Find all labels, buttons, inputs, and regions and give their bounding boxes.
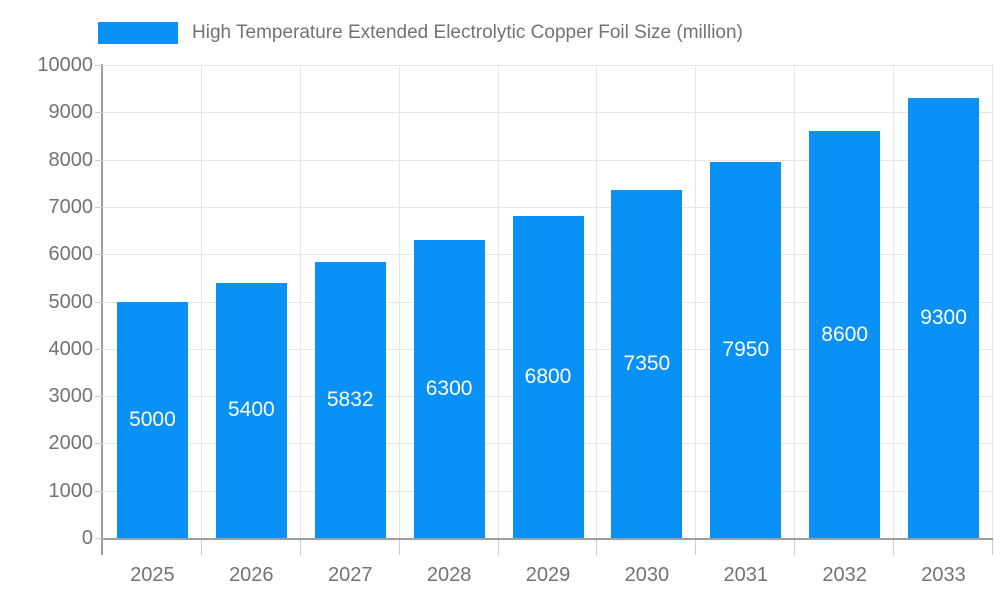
v-gridline xyxy=(497,65,499,538)
legend-swatch-icon xyxy=(98,22,178,44)
bar: 6300 xyxy=(413,240,485,538)
plot-area: 5000 5400 5832 6300 6800 7350 7950 8600 9300 xyxy=(103,65,993,538)
h-gridline xyxy=(103,206,993,208)
bar: 7350 xyxy=(611,190,683,538)
bar: 8600 xyxy=(809,131,881,538)
y-tick-label: 9000 xyxy=(48,101,94,124)
x-tick-label: 2031 xyxy=(723,564,769,586)
x-tick-label: 2025 xyxy=(130,564,175,586)
y-tick-mark xyxy=(95,490,103,492)
y-tick-label: 0 xyxy=(81,527,93,549)
y-tick-mark xyxy=(95,348,103,350)
y-tick-mark xyxy=(95,396,103,398)
bar: 5832 xyxy=(314,262,386,538)
bar-value-label: 5832 xyxy=(326,388,374,412)
x-tick-mark xyxy=(893,540,895,555)
v-gridline xyxy=(695,65,697,538)
legend-item[interactable]: High Temperature Extended Electrolytic C… xyxy=(98,22,743,44)
bar-value-label: 5000 xyxy=(129,407,176,431)
x-tick-label: 2027 xyxy=(327,564,373,586)
v-gridline xyxy=(299,65,301,538)
h-gridline xyxy=(103,112,993,114)
y-axis-line xyxy=(101,64,103,555)
y-tick-mark xyxy=(95,538,103,539)
v-gridline xyxy=(596,65,598,538)
x-tick-mark xyxy=(200,540,202,555)
x-tick-label: 2026 xyxy=(229,564,274,586)
bar: 5400 xyxy=(215,282,287,538)
bar-value-label: 7950 xyxy=(722,337,770,361)
y-tick-mark xyxy=(95,206,103,208)
y-tick-mark xyxy=(95,301,103,303)
v-gridline xyxy=(794,65,796,538)
v-gridline xyxy=(893,65,895,538)
v-gridline xyxy=(398,65,400,538)
y-tick-label: 1000 xyxy=(48,479,94,502)
v-gridline xyxy=(200,65,202,538)
y-tick-label: 7000 xyxy=(48,195,94,218)
x-tick-label: 2033 xyxy=(921,564,966,586)
y-tick-label: 10000 xyxy=(37,54,93,76)
y-tick-mark xyxy=(95,254,103,256)
x-tick-mark xyxy=(596,540,598,555)
h-gridline xyxy=(103,65,993,66)
x-tick-mark xyxy=(299,540,301,555)
bar-value-label: 9300 xyxy=(920,306,967,330)
bar: 6800 xyxy=(512,216,584,538)
x-axis-line xyxy=(101,538,993,540)
y-tick-label: 8000 xyxy=(48,148,94,171)
bar-value-label: 6800 xyxy=(524,365,572,389)
x-tick-label: 2028 xyxy=(426,564,472,586)
y-tick-label: 2000 xyxy=(48,432,94,455)
bar: 5000 xyxy=(116,301,188,538)
bar: 7950 xyxy=(710,161,782,538)
bar: 9300 xyxy=(908,98,980,538)
y-tick-label: 3000 xyxy=(48,385,94,408)
legend-label: High Temperature Extended Electrolytic C… xyxy=(192,22,743,43)
v-gridline xyxy=(992,65,993,538)
y-tick-mark xyxy=(95,443,103,445)
bar-value-label: 5400 xyxy=(227,398,275,422)
x-tick-mark xyxy=(794,540,796,555)
y-tick-label: 5000 xyxy=(48,290,94,313)
bar-value-label: 6300 xyxy=(425,377,473,400)
y-tick-mark xyxy=(95,159,103,161)
bar-value-label: 8600 xyxy=(821,322,869,346)
y-tick-mark xyxy=(95,112,103,114)
y-tick-mark xyxy=(95,65,103,66)
x-tick-mark xyxy=(497,540,499,555)
y-tick-label: 6000 xyxy=(48,243,94,266)
h-gridline xyxy=(103,159,993,161)
x-tick-mark xyxy=(398,540,400,555)
x-tick-label: 2030 xyxy=(624,564,670,586)
x-tick-label: 2029 xyxy=(525,564,571,586)
y-tick-label: 4000 xyxy=(48,337,94,360)
bar-value-label: 7350 xyxy=(623,352,671,376)
x-tick-mark xyxy=(695,540,697,555)
x-tick-mark xyxy=(992,540,993,555)
x-tick-label: 2032 xyxy=(822,564,867,586)
